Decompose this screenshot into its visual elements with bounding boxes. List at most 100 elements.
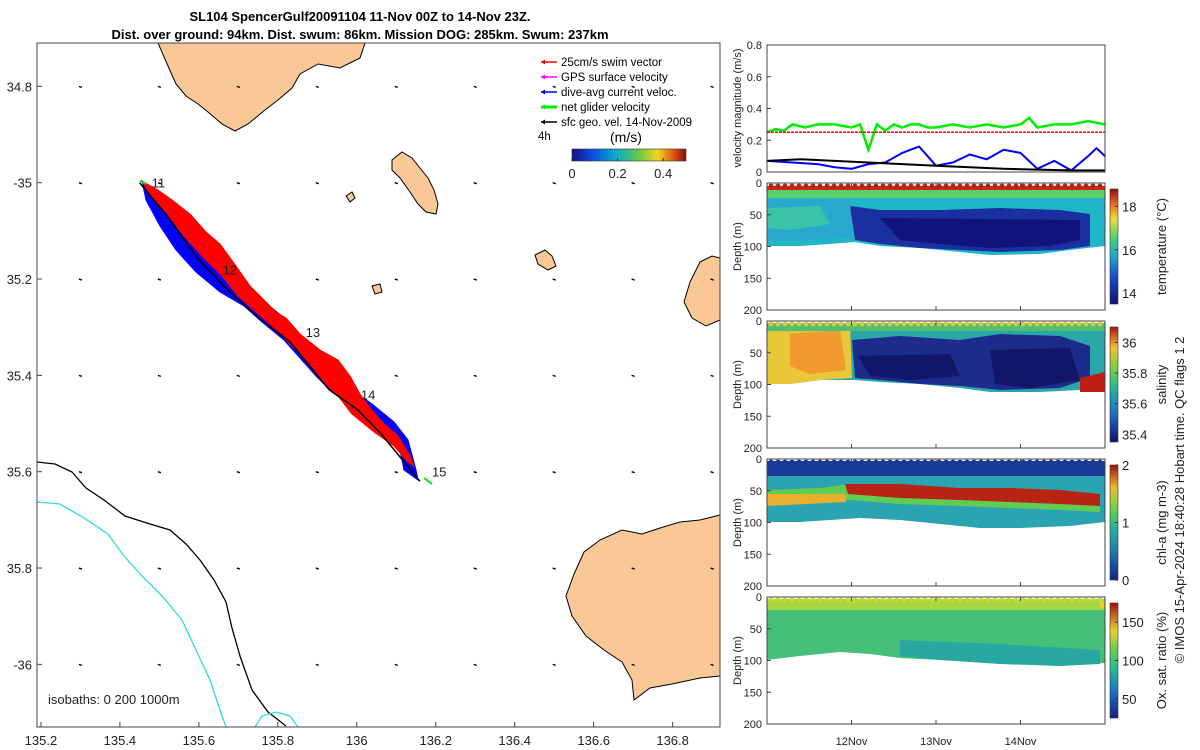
section-surface-sample (859, 597, 865, 603)
section-surface-sample (817, 459, 823, 465)
section-surface-sample (894, 459, 900, 465)
section-surface-sample (866, 321, 872, 327)
section-surface-sample (866, 459, 872, 465)
section-surface-sample (915, 597, 921, 603)
day-marker-label: 11 (152, 176, 166, 191)
section-surface-sample (838, 597, 844, 603)
section-surface-sample (1069, 597, 1075, 603)
section-colorbar-tick-label: 16 (1122, 243, 1136, 258)
sfc-velocity-arrow (631, 182, 635, 185)
isobaths-label: isobaths: 0 200 1000m (48, 692, 180, 707)
map-y-tick-label: -36 (13, 657, 32, 672)
section-surface-sample (775, 183, 781, 189)
section-surface-sample (1090, 597, 1096, 603)
section-surface-sample (894, 183, 900, 189)
depth-tick-label: 0 (756, 454, 762, 466)
section-surface-sample (894, 321, 900, 327)
speed-colorbar-tick-label: 0.2 (609, 166, 627, 181)
section-surface-sample (950, 321, 956, 327)
sfc-velocity-arrow (236, 182, 241, 185)
land-yorke-east (391, 151, 439, 215)
section-surface-sample (971, 459, 977, 465)
section-surface-sample (1006, 321, 1012, 327)
sfc-velocity-arrow (78, 567, 83, 570)
legend-label: dive-avg current veloc. (561, 87, 677, 99)
section-surface-sample (880, 183, 886, 189)
sfc-velocity-arrow (394, 182, 398, 185)
section-surface-sample (803, 597, 809, 603)
sfc-velocity-arrow (552, 471, 556, 474)
map-frame (36, 42, 721, 728)
section-surface-sample (1020, 321, 1026, 327)
sfc-velocity-arrow (315, 182, 320, 185)
section-surface-sample (817, 321, 823, 327)
sfc-velocity-arrow (78, 278, 83, 281)
section-surface-sample (1055, 459, 1061, 465)
section-surface-sample (1027, 597, 1033, 603)
sfc-velocity-arrow (552, 567, 556, 570)
sfc-velocity-arrow (78, 182, 83, 185)
section-surface-sample (908, 321, 914, 327)
section-surface-sample (957, 459, 963, 465)
section-surface-sample (929, 183, 935, 189)
section-surface-sample (796, 321, 802, 327)
section-surface-sample (1097, 321, 1103, 327)
legend-arrowhead (541, 89, 545, 95)
title-line-1: SL104 SpencerGulf20091104 11-Nov 00Z to … (189, 9, 531, 24)
section-surface-sample (992, 183, 998, 189)
section-surface-sample (852, 321, 858, 327)
sfc-velocity-arrow (473, 374, 477, 378)
map-x-tick-label: 136.4 (498, 733, 531, 748)
swim-vectors-band (140, 179, 416, 468)
section-surface-sample (936, 183, 942, 189)
section-surface-sample (943, 597, 949, 603)
section-surface-sample (831, 183, 837, 189)
section-field-patch (900, 640, 1100, 666)
sfc-velocity-arrow (710, 278, 714, 281)
section-colorbar-tick-label: 18 (1122, 199, 1136, 214)
legend-arrowhead (541, 74, 545, 80)
section-colorbar-tick-label: 50 (1122, 692, 1136, 707)
section-surface-sample (943, 459, 949, 465)
section-surface-sample (775, 597, 781, 603)
sfc-velocity-arrow (710, 374, 714, 378)
section-surface-sample (950, 183, 956, 189)
section-surface-sample (1097, 183, 1103, 189)
section-surface-sample (1048, 321, 1054, 327)
section-surface-sample (908, 459, 914, 465)
section-surface-sample (915, 183, 921, 189)
legend-label: net glider velocity (561, 102, 650, 114)
section-surface-sample (789, 321, 795, 327)
sfc-velocity-arrow (631, 567, 635, 570)
section-surface-sample (1090, 459, 1096, 465)
section-surface-sample (796, 597, 802, 603)
section-colorbar (1109, 326, 1119, 443)
section-surface-sample (964, 597, 970, 603)
sfc-velocity-arrow (394, 663, 398, 667)
section-surface-sample (1076, 459, 1082, 465)
section-surface-sample (922, 459, 928, 465)
section-surface-sample (1048, 597, 1054, 603)
sfc-velocity-arrow (631, 471, 635, 474)
sfc-velocity-arrow (631, 85, 635, 89)
sfc-velocity-arrow (473, 278, 477, 281)
section-surface-sample (873, 597, 879, 603)
section-surface-sample (887, 183, 893, 189)
section-surface-sample (978, 183, 984, 189)
sfc-velocity-arrow (157, 567, 162, 570)
section-surface-sample (887, 321, 893, 327)
section-surface-sample (1041, 459, 1047, 465)
land-kangaroo-island (565, 514, 720, 701)
map-x-tick-label: 136 (346, 733, 368, 748)
legend-label: 25cm/s swim vector (561, 57, 662, 69)
sfc-velocity-arrow (157, 374, 162, 378)
section-colorbar-tick-label: 100 (1122, 654, 1144, 669)
sfc-velocity-arrow (78, 85, 83, 89)
section-surface-sample (859, 183, 865, 189)
depth-tick-label: 100 (744, 518, 762, 530)
section-colorbar-tick-label: 14 (1122, 286, 1136, 301)
sfc-velocity-arrow (315, 278, 320, 281)
section-surface-sample (1048, 459, 1054, 465)
sfc-velocity-arrow (552, 85, 556, 89)
section-surface-sample (1062, 597, 1068, 603)
